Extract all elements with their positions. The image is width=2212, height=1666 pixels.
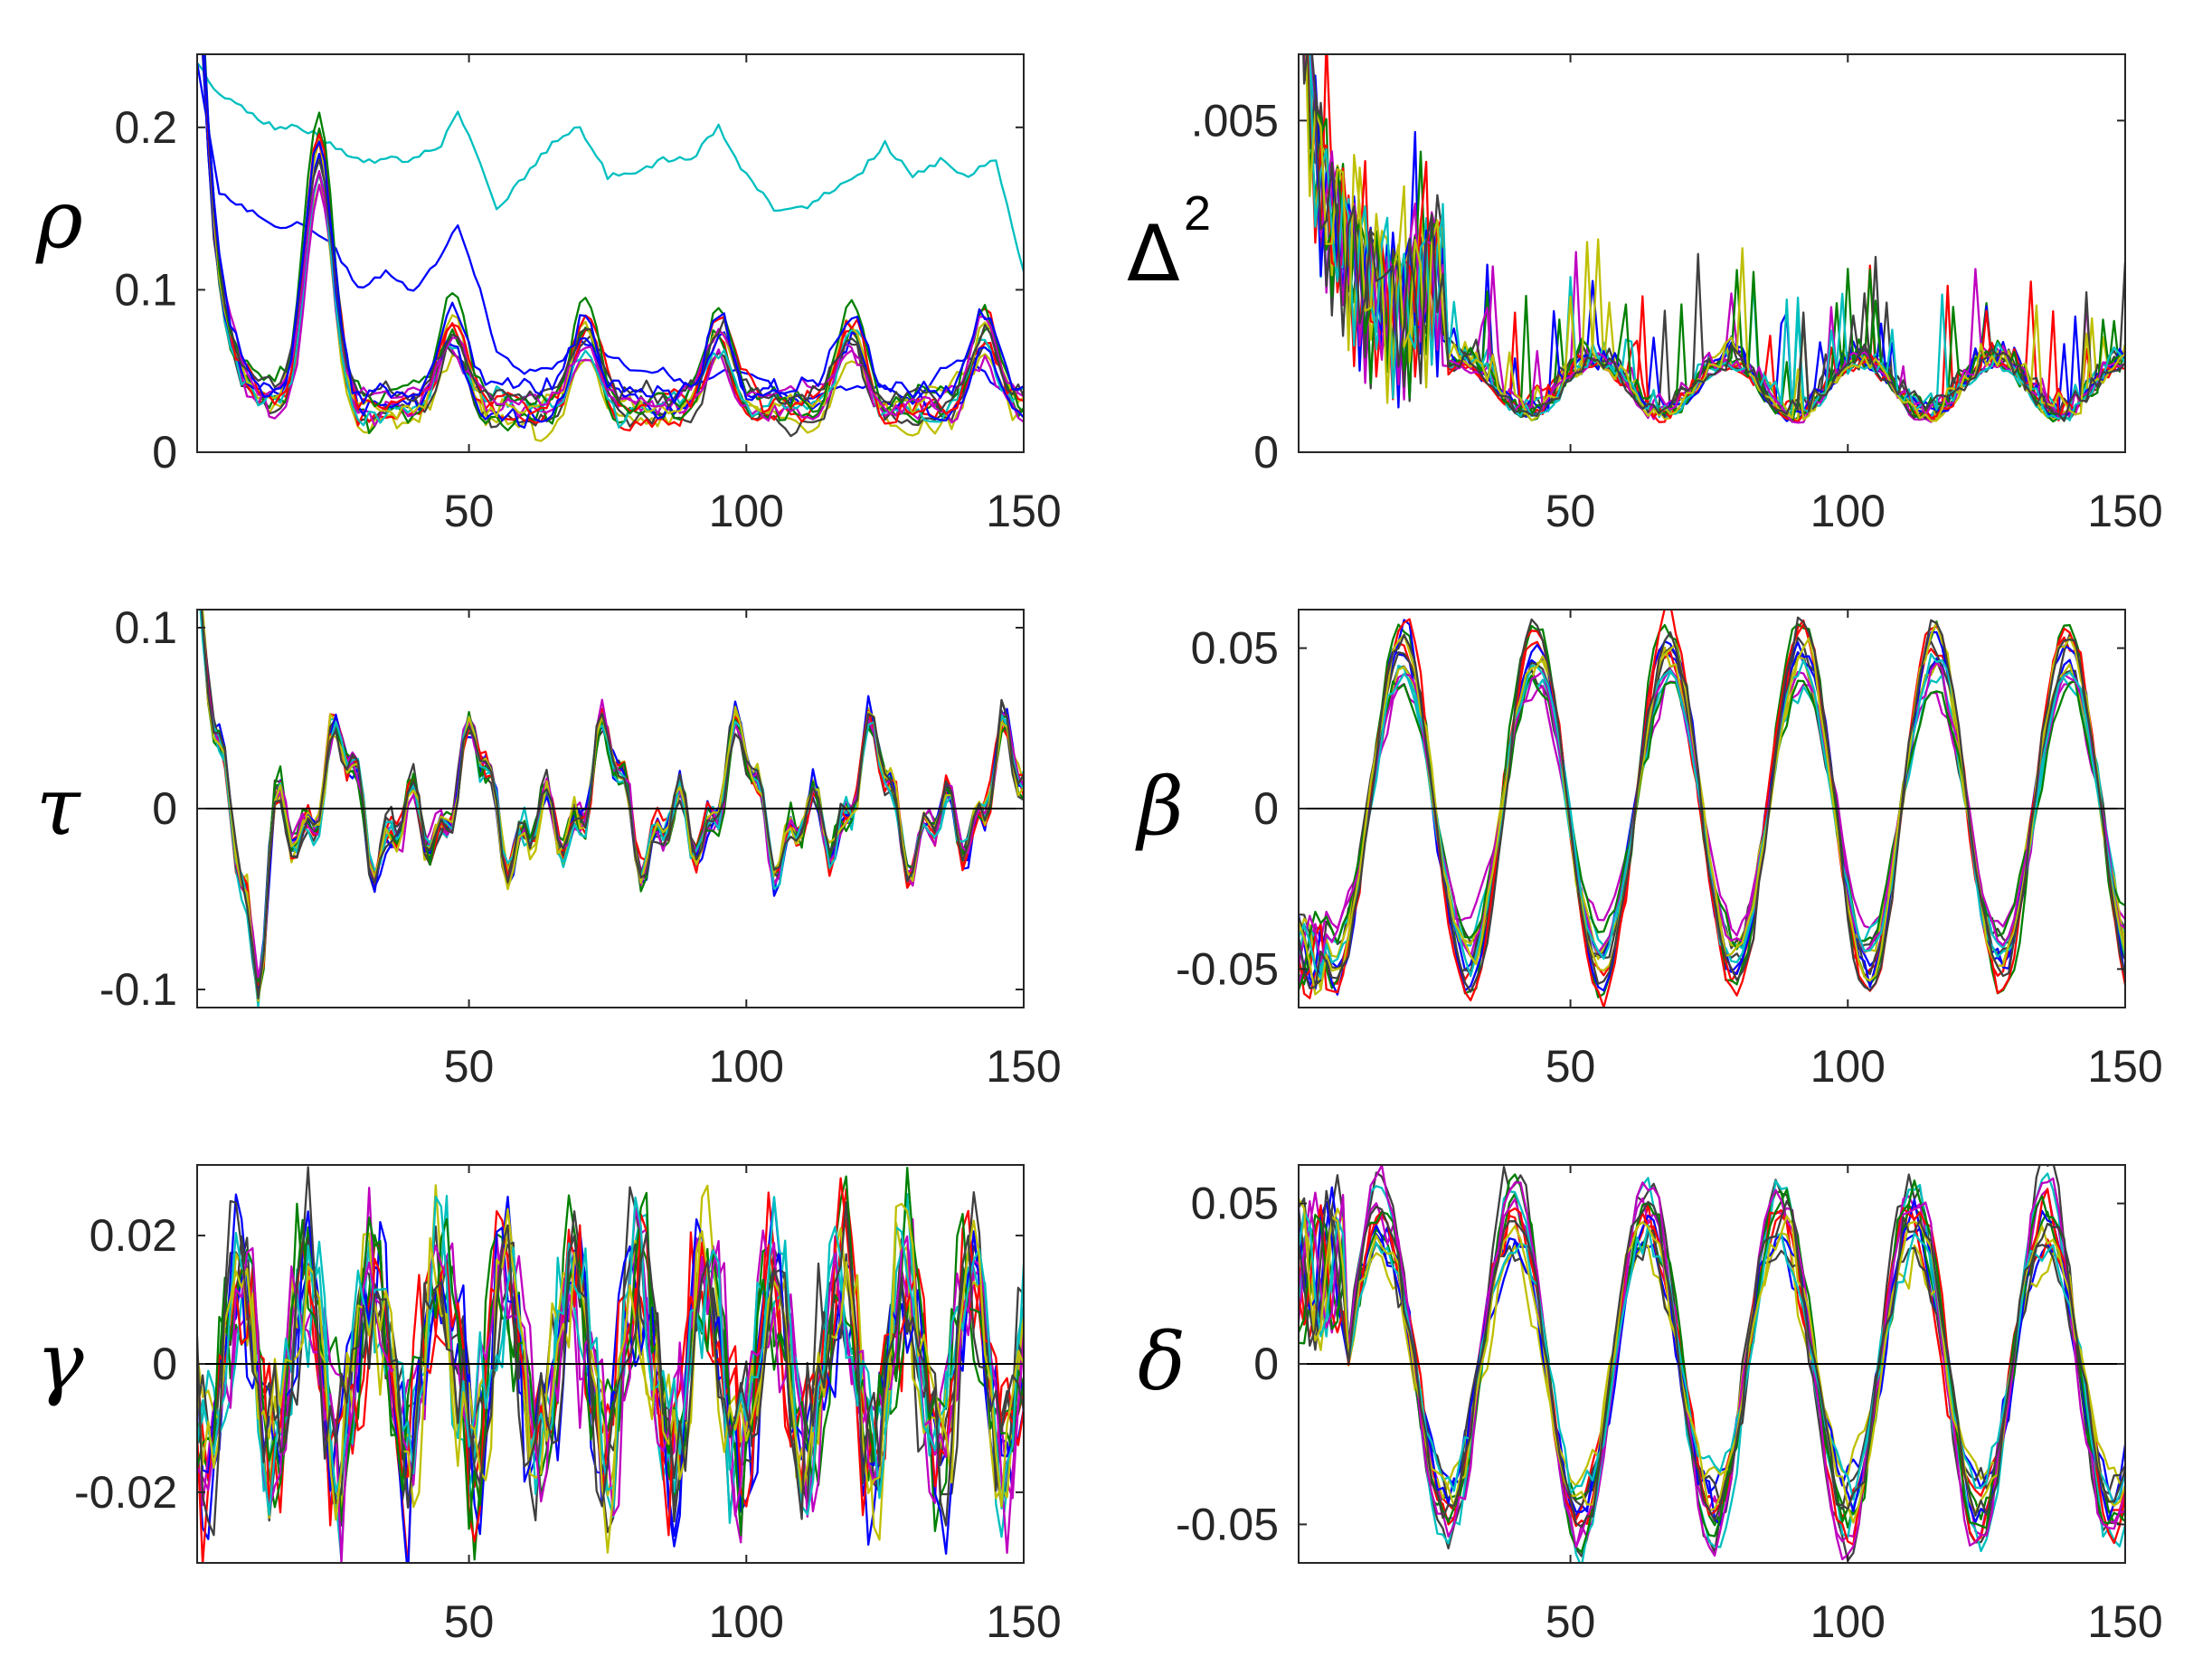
x-tick-label: 50	[1546, 1041, 1596, 1092]
series-line	[1302, 54, 2125, 422]
x-tick-label: 150	[2087, 486, 2162, 536]
y-tick-label: 0.05	[1191, 1179, 1279, 1229]
series-line	[1299, 1190, 2125, 1529]
series-line	[197, 1175, 1024, 1561]
series-line	[1309, 54, 2125, 421]
y-tick-label: 0.02	[90, 1210, 177, 1261]
y-tick-label: 0.05	[1191, 623, 1279, 674]
x-tick-label: 50	[1546, 1596, 1596, 1647]
y-axis-label: Δ	[1127, 209, 1180, 299]
y-tick-label: 0	[152, 427, 177, 478]
y-axis-label: δ	[1138, 1315, 1186, 1408]
axes-box	[1298, 53, 2126, 453]
series-line	[203, 54, 1024, 412]
y-tick-label: 0	[152, 783, 177, 834]
panel-gamma: 50 100 150 -0.02 0 0.02 γ	[36, 1164, 1062, 1647]
x-tick-label: 50	[444, 1041, 495, 1092]
series-line	[197, 1202, 1024, 1554]
panel-delta: 50 100 150 -0.05 0 0.05 δ	[1138, 1164, 2163, 1647]
x-tick-label: 50	[444, 486, 495, 536]
series-line	[200, 610, 1024, 999]
x-tick-label: 100	[709, 1596, 784, 1647]
series-line	[1305, 54, 2125, 422]
series-group	[1302, 54, 2125, 424]
panel-tau: 50 100 150 -0.1 0 0.1 τ	[36, 602, 1062, 1092]
y-tick-label: -0.02	[74, 1467, 177, 1518]
panel-delta-squared: 50 100 150 0 .005 Δ 2	[1127, 53, 2163, 536]
x-tick-label: 50	[444, 1596, 495, 1647]
panel-beta: 50 100 150 -0.05 0 0.05 β	[1135, 609, 2163, 1092]
x-tick-label: 100	[709, 486, 784, 536]
x-tick-label: 100	[1810, 1041, 1886, 1092]
series-line	[1299, 1210, 2125, 1508]
series-line	[1299, 1165, 2125, 1561]
y-tick-label: .005	[1191, 95, 1279, 146]
y-tick-label: 0.1	[114, 264, 177, 315]
series-group	[199, 610, 1024, 1008]
x-tick-label: 100	[709, 1041, 784, 1092]
series-line	[203, 54, 1024, 404]
x-tick-label: 150	[2087, 1041, 2162, 1092]
y-tick-label: 0	[152, 1339, 177, 1389]
y-tick-label: -0.1	[99, 964, 177, 1015]
y-axis-label-superscript: 2	[1184, 186, 1211, 241]
y-tick-label: 0.1	[114, 602, 177, 653]
x-tick-label: 150	[986, 1041, 1061, 1092]
axes-box	[196, 53, 1025, 453]
series-line	[1299, 616, 2125, 993]
y-axis-label: γ	[36, 1315, 84, 1408]
series-line	[1299, 1210, 2125, 1510]
y-tick-label: 0	[1253, 783, 1279, 834]
series-line	[1299, 1189, 2125, 1529]
series-group	[197, 1166, 1024, 1563]
y-axis-label: ρ	[35, 173, 83, 266]
x-tick-label: 150	[2087, 1596, 2162, 1647]
series-line	[202, 54, 1024, 429]
x-tick-label: 150	[986, 486, 1061, 536]
x-tick-label: 100	[1810, 1596, 1886, 1647]
y-axis-label: β	[1135, 760, 1184, 853]
y-tick-label: -0.05	[1176, 1499, 1279, 1549]
y-tick-label: 0.2	[114, 102, 177, 153]
y-tick-label: 0	[1253, 427, 1279, 478]
series-group	[1299, 610, 2125, 1008]
panel-rho: 50 100 150 0 0.1 0.2 ρ	[35, 53, 1062, 536]
y-axis-label: τ	[36, 760, 81, 853]
y-tick-label: 0	[1253, 1339, 1279, 1389]
series-group	[1299, 1165, 2125, 1563]
series-line	[197, 62, 1024, 272]
y-tick-label: -0.05	[1176, 943, 1279, 994]
plot-area	[197, 54, 1024, 452]
series-line	[199, 610, 1024, 1008]
series-group	[197, 54, 1024, 442]
series-line	[197, 1196, 1024, 1516]
x-tick-label: 100	[1810, 486, 1886, 536]
x-tick-label: 50	[1546, 486, 1596, 536]
series-line	[1299, 1197, 2125, 1524]
x-tick-label: 150	[986, 1596, 1061, 1647]
